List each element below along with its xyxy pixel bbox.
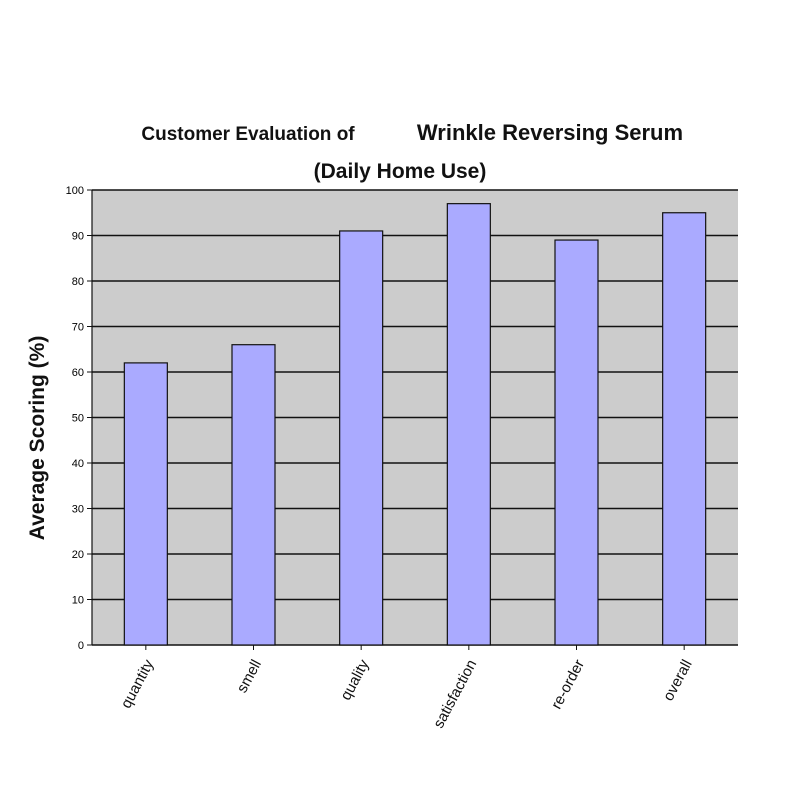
bar-re-order [554,239,599,646]
x-axis-labels: quantity smell quality satisfaction re-order… [118,645,696,731]
y-tick-label: 60 [72,367,84,379]
bar-quality [339,230,384,646]
bar-satisfaction [446,203,491,646]
y-tick-label: 70 [72,322,84,334]
y-tick-label: 90 [72,231,84,243]
y-tick-label: 100 [66,185,84,197]
bar-overall [662,212,707,646]
bar-smell [231,344,276,646]
x-tick-label: quality [337,656,373,703]
x-tick-label: re-order [548,657,588,712]
y-tick-label: 10 [72,595,84,607]
y-tick-label: 30 [72,504,84,516]
chart-title-part2: Wrinkle Reversing Serum [417,120,683,145]
y-tick-label: 0 [78,640,84,652]
bars [123,203,707,646]
y-tick-label: 20 [72,549,84,561]
chart-title-part1: Customer Evaluation of [141,124,355,145]
y-tick-label: 50 [72,413,84,425]
y-tick-label: 80 [72,276,84,288]
y-axis-label: Average Scoring (%) [26,336,49,541]
x-tick-label: smell [234,657,265,696]
chart-subtitle: (Daily Home Use) [314,160,487,183]
y-tick-label: 40 [72,458,84,470]
x-tick-label: quantity [118,656,158,711]
bar-quantity [123,362,168,646]
gridlines [92,189,738,646]
y-axis-ticks: 0 10 20 30 40 50 60 70 80 90 100 [66,185,92,652]
x-tick-label: satisfaction [430,657,480,731]
x-tick-label: overall [660,657,696,704]
